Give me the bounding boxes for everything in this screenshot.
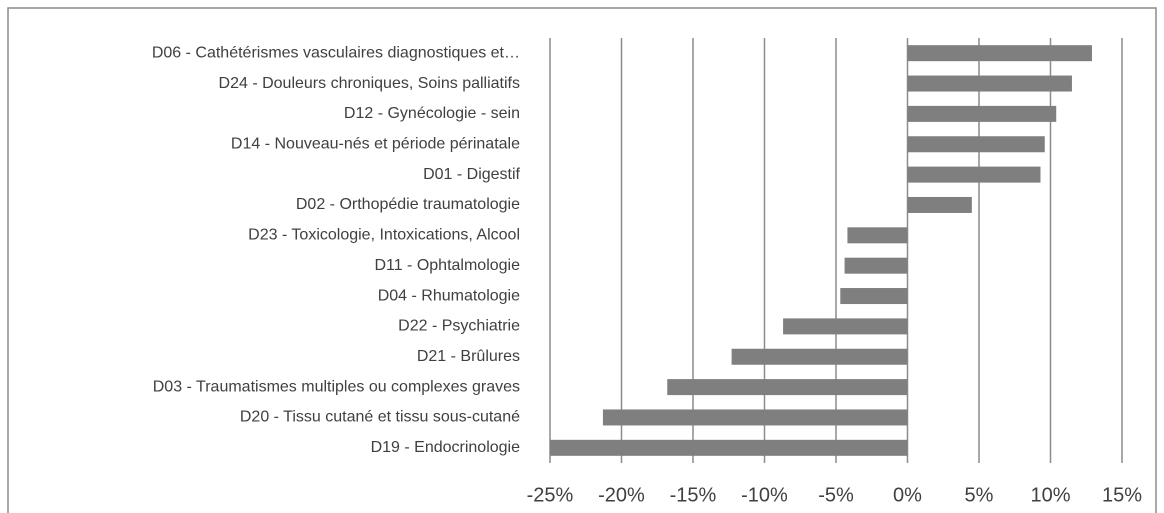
x-tick-label: 15%	[1102, 484, 1142, 506]
bar	[847, 227, 908, 244]
bar	[907, 196, 972, 213]
category-label: D20 - Tissu cutané et tissu sous-cutané	[240, 409, 520, 426]
category-label: D11 - Ophtalmologie	[374, 257, 520, 274]
bar	[783, 318, 908, 335]
bar	[550, 439, 908, 456]
category-label: D12 - Gynécologie - sein	[344, 105, 520, 122]
x-tick-label: -5%	[818, 484, 854, 506]
category-label: D24 - Douleurs chroniques, Soins palliat…	[219, 75, 520, 92]
x-tick-label: -10%	[741, 484, 788, 506]
x-tick-label: -15%	[670, 484, 717, 506]
bar	[907, 75, 1072, 92]
x-tick-label: -25%	[527, 484, 574, 506]
x-tick-label: 0%	[893, 484, 922, 506]
category-label: D02 - Orthopédie traumatologie	[296, 196, 520, 213]
chart-frame	[7, 7, 1157, 513]
bar	[602, 409, 908, 426]
category-label: D06 - Cathétérismes vasculaires diagnost…	[152, 44, 520, 61]
bar	[731, 348, 908, 365]
bar	[840, 288, 908, 305]
category-label: D01 - Digestif	[423, 166, 520, 183]
category-label: D03 - Traumatismes multiples ou complexe…	[153, 378, 520, 395]
bar	[907, 45, 1092, 62]
category-label: D23 - Toxicologie, Intoxications, Alcool	[248, 227, 520, 244]
category-label: D14 - Nouveau-nés et période périnatale	[231, 135, 520, 152]
category-label: D04 - Rhumatologie	[378, 287, 520, 304]
category-label: D19 - Endocrinologie	[371, 439, 521, 456]
bar	[667, 379, 908, 396]
x-tick-label: -20%	[598, 484, 645, 506]
x-tick-label: 5%	[965, 484, 994, 506]
bar	[907, 166, 1041, 183]
bar	[907, 136, 1045, 153]
bar	[844, 257, 908, 274]
x-tick-label: 10%	[1030, 484, 1070, 506]
category-label: D22 - Psychiatrie	[398, 318, 520, 335]
category-label: D21 - Brûlures	[417, 348, 520, 365]
bar	[907, 105, 1057, 122]
